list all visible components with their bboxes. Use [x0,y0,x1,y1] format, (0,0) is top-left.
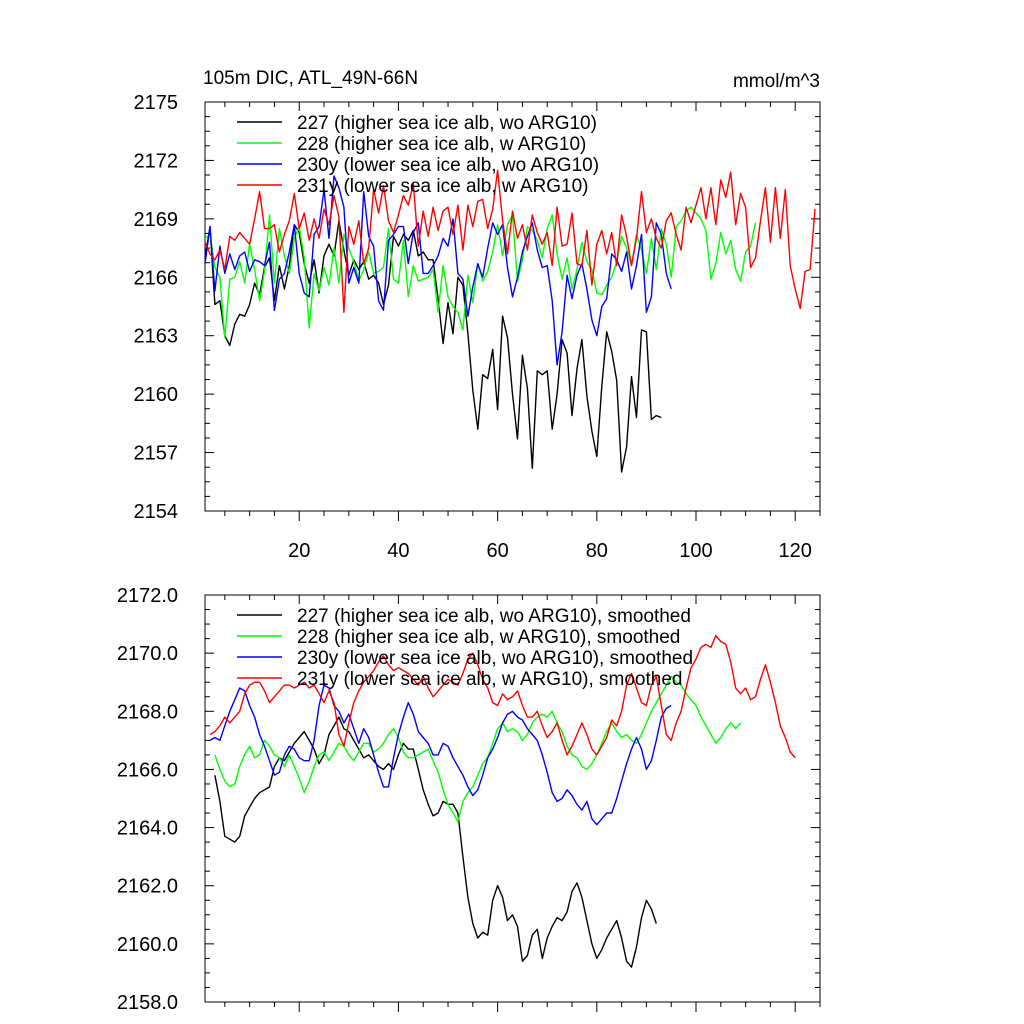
y-tick-label: 2170.0 [117,643,178,665]
series-line-2 [209,684,672,826]
series-line-1 [214,675,742,823]
legend-label-2: 230y (lower sea ice alb, wo ARG10) [297,155,599,176]
series-line-2 [204,175,672,366]
series-line-0 [204,220,662,473]
x-tick-label: 60 [486,540,508,562]
x-tick-label: 20 [288,540,310,562]
y-tick-label: 2169 [134,209,179,231]
x-tick-label: 120 [779,540,812,562]
units-label: mmol/m^3 [733,71,820,92]
bottom-panel: 2158.0 2160.0 2162.0 2164.0 2166.0 2168.0 2170… [117,585,821,1014]
y-tick-label: 2175 [134,92,179,114]
series-line-3 [209,635,796,759]
y-tick-label: 2163 [134,326,179,348]
legend-label-0: 227 (higher sea ice alb, wo ARG10) [297,113,597,134]
y-tick-label: 2160.0 [117,934,178,956]
y-tick-label: 2172 [134,150,179,172]
legend-label-0: 227 (higher sea ice alb, wo ARG10), smoo… [297,606,691,627]
y-tick-label: 2166.0 [117,759,178,781]
x-tick-label: 100 [679,540,712,562]
chart-title: 105m DIC, ATL_49N-66N [203,68,418,89]
y-tick-label: 2172.0 [117,585,178,607]
legend-label-1: 228 (higher sea ice alb, w ARG10), smoot… [297,627,680,648]
legend-label-3: 231y (lower sea ice alb, w ARG10), smoot… [297,669,682,690]
series-line-3 [204,169,816,313]
y-tick-label: 2166 [134,267,179,289]
top-panel: 2154 2157 2160 2163 2166 2169 2172 2175 20 40 60 80… [134,68,821,562]
legend-label-2: 230y (lower sea ice alb, wo ARG10), smoo… [297,648,693,669]
series-line-0 [214,716,657,968]
y-tick-label: 2157 [134,443,179,465]
x-tick-label: 40 [387,540,409,562]
x-tick-label: 80 [586,540,608,562]
y-tick-label: 2168.0 [117,701,178,723]
y-tick-label: 2158.0 [117,992,178,1014]
y-tick-label: 2160 [134,384,179,406]
y-tick-label: 2164.0 [117,818,178,840]
y-tick-label: 2154 [134,501,179,523]
legend-label-3: 231y (lower sea ice alb, w ARG10) [297,176,588,197]
y-tick-label: 2162.0 [117,876,178,898]
legend-label-1: 228 (higher sea ice alb, w ARG10) [297,134,586,155]
